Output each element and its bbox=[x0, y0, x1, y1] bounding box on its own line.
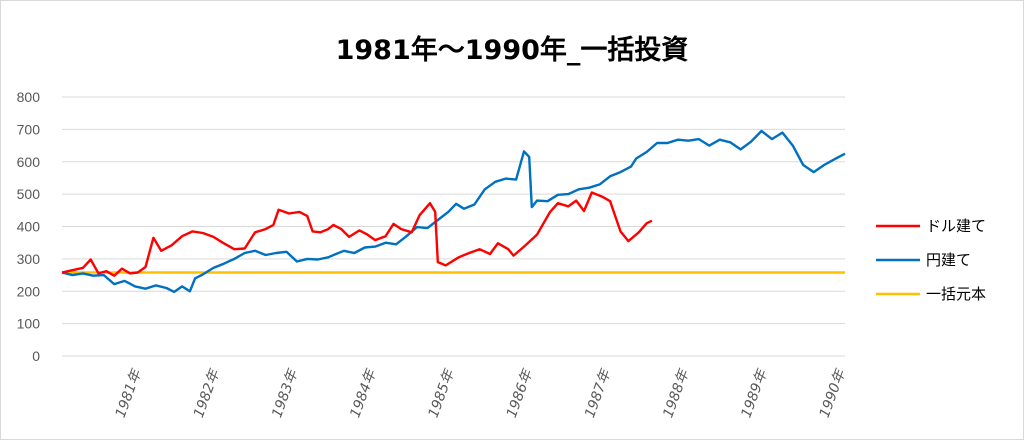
y-tick-label: 400 bbox=[17, 219, 41, 235]
y-tick-label: 700 bbox=[17, 121, 41, 137]
x-tick-label: 1986年 bbox=[504, 366, 537, 420]
legend-label: 一括元本 bbox=[926, 285, 986, 303]
series-lines bbox=[61, 129, 846, 294]
x-tick-label: 1982年 bbox=[191, 366, 224, 420]
legend-label: ドル建て bbox=[926, 217, 986, 235]
x-tick-label: 1985年 bbox=[426, 366, 459, 420]
series-line-0 bbox=[61, 191, 653, 277]
y-tick-label: 500 bbox=[17, 186, 41, 202]
chart-title: 1981年～1990年_一括投資 bbox=[335, 35, 689, 66]
series-line-1 bbox=[61, 129, 846, 294]
x-tick-label: 1984年 bbox=[347, 366, 380, 420]
x-tick-label: 1987年 bbox=[582, 366, 615, 420]
x-tick-label: 1988年 bbox=[660, 366, 693, 420]
y-tick-label: 300 bbox=[17, 251, 41, 267]
x-tick-label: 1989年 bbox=[739, 366, 772, 420]
legend-label: 円建て bbox=[926, 251, 971, 269]
y-tick-label: 200 bbox=[17, 283, 41, 299]
y-tick-label: 0 bbox=[32, 348, 40, 364]
x-tick-label: 1990年 bbox=[817, 366, 850, 420]
y-tick-label: 800 bbox=[17, 89, 41, 105]
gridlines bbox=[62, 96, 845, 357]
y-axis-ticks: 0 100 200 300 400 500 600 700 800 bbox=[17, 89, 41, 364]
x-tick-label: 1981年 bbox=[113, 366, 146, 420]
x-axis-ticks: 1981年 1982年 1983年 1984年 1985年 1986年 1987年 1988年… bbox=[113, 366, 850, 420]
x-tick-label: 1983年 bbox=[269, 366, 302, 420]
y-tick-label: 100 bbox=[17, 316, 41, 332]
y-tick-label: 600 bbox=[17, 154, 41, 170]
